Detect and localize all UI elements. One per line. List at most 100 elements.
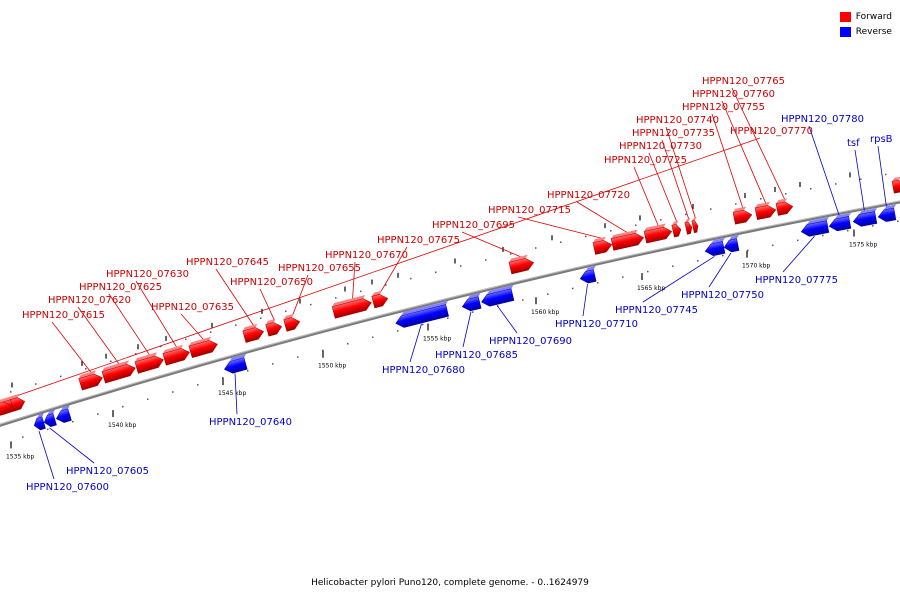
legend-item-forward: Forward xyxy=(839,9,892,24)
track-dot xyxy=(697,260,699,262)
forward-gene-18[interactable] xyxy=(754,201,777,220)
reverse-gene-1[interactable] xyxy=(42,409,60,428)
forward-gene-label: HPPN120_07770 xyxy=(730,126,813,137)
track-dot xyxy=(672,265,674,267)
reverse-gene-1-top xyxy=(47,409,55,416)
forward-gene-2-body xyxy=(134,355,164,374)
scale-label: 1540 kbp xyxy=(108,422,136,429)
forward-gene-11[interactable] xyxy=(592,236,613,255)
forward-gene-0-body xyxy=(78,373,103,391)
forward-gene-6[interactable] xyxy=(265,318,283,337)
reverse-gene-2-body xyxy=(224,357,248,374)
reverse-gene-9-top xyxy=(806,217,829,225)
reverse-gene-11-body xyxy=(852,211,878,227)
forward-gene-label: HPPN120_07755 xyxy=(682,102,765,113)
forward-gene-3[interactable] xyxy=(162,344,191,366)
forward-gene-2[interactable] xyxy=(134,351,165,374)
track-dot xyxy=(547,293,549,295)
track-dot xyxy=(422,323,424,326)
forward-gene-label: HPPN120_07670 xyxy=(325,250,408,261)
forward-gene-unlabeled-2-body xyxy=(891,179,900,194)
legend: Forward Reverse xyxy=(839,9,892,39)
track-dot xyxy=(735,203,737,205)
reverse-gene-11-top xyxy=(858,208,878,215)
reverse-gene-4[interactable] xyxy=(460,293,484,313)
reverse-gene-10[interactable] xyxy=(827,212,853,232)
forward-gene-unlabeled-1[interactable] xyxy=(10,393,27,412)
reverse-gene-9[interactable] xyxy=(800,217,832,237)
track-dot xyxy=(197,384,199,386)
reverse-gene-1-body xyxy=(43,413,57,428)
forward-gene-18-top xyxy=(755,201,771,208)
forward-gene-13-top xyxy=(644,223,666,232)
reverse-gene-label: HPPN120_07640 xyxy=(209,417,292,428)
forward-gene-unlabeled-2[interactable] xyxy=(891,176,900,194)
forward-gene-unlabeled-0[interactable] xyxy=(0,397,13,417)
forward-callout-line xyxy=(721,100,767,204)
forward-gene-5[interactable] xyxy=(242,323,265,343)
scale-label: 1555 kbp xyxy=(423,336,451,343)
reverse-gene-5[interactable] xyxy=(479,285,517,308)
forward-gene-4-top xyxy=(188,336,212,347)
scale-label: 1535 kbp xyxy=(6,453,34,460)
reverse-gene-11[interactable] xyxy=(852,208,880,228)
forward-callout-line xyxy=(648,152,678,223)
forward-callout-line xyxy=(661,139,690,220)
forward-gene-8[interactable] xyxy=(331,294,373,319)
track-dot xyxy=(722,254,724,257)
track-dot xyxy=(885,173,887,176)
forward-gene-19[interactable] xyxy=(775,198,794,216)
forward-gene-9[interactable] xyxy=(371,290,389,309)
track-dot xyxy=(22,436,24,438)
reverse-gene-3[interactable] xyxy=(394,300,452,329)
forward-gene-17-body xyxy=(732,209,753,225)
forward-gene-17-top xyxy=(732,206,747,213)
track-dot xyxy=(785,193,787,195)
reverse-gene-8-body xyxy=(723,238,740,253)
forward-gene-1[interactable] xyxy=(101,359,137,384)
forward-gene-17[interactable] xyxy=(732,206,753,225)
forward-callout-line xyxy=(108,293,151,356)
forward-gene-11-top xyxy=(592,236,606,243)
reverse-gene-8[interactable] xyxy=(722,235,742,253)
reverse-gene-unlabeled-0-top xyxy=(60,405,70,412)
reverse-callout-line xyxy=(462,311,472,348)
track-dot xyxy=(485,259,487,261)
forward-gene-label: HPPN120_07625 xyxy=(79,282,162,293)
reverse-gene-2[interactable] xyxy=(222,353,250,375)
forward-gene-13[interactable] xyxy=(643,223,673,244)
track-dot xyxy=(172,391,174,393)
forward-gene-7-body xyxy=(283,317,301,332)
forward-gene-label: HPPN120_07615 xyxy=(22,310,105,321)
forward-gene-10[interactable] xyxy=(508,254,535,275)
forward-gene-14[interactable] xyxy=(671,220,682,238)
forward-gene-12[interactable] xyxy=(610,229,644,251)
reverse-gene-6[interactable] xyxy=(578,266,599,285)
forward-gene-14-body xyxy=(671,224,682,238)
forward-gene-4-body xyxy=(188,340,218,359)
reverse-gene-unlabeled-0[interactable] xyxy=(54,405,75,424)
forward-gene-15[interactable] xyxy=(684,218,693,235)
forward-gene-4[interactable] xyxy=(188,336,219,359)
track-dot xyxy=(772,244,774,247)
reverse-gene-6-body xyxy=(579,269,597,284)
forward-gene-0-top xyxy=(78,370,97,379)
forward-callout-line xyxy=(517,216,604,240)
forward-gene-16[interactable] xyxy=(691,216,700,234)
track-dot xyxy=(260,317,262,319)
forward-gene-0[interactable] xyxy=(78,369,104,391)
track-dot xyxy=(285,310,287,313)
reverse-gene-7[interactable] xyxy=(703,238,728,257)
forward-gene-7[interactable] xyxy=(283,313,301,332)
reverse-callout-line xyxy=(582,284,588,317)
track-dot xyxy=(610,230,612,232)
reverse-gene-label: HPPN120_07775 xyxy=(755,275,838,286)
track-dot xyxy=(810,188,812,190)
reverse-gene-0[interactable] xyxy=(32,413,49,431)
reverse-callout-line xyxy=(708,252,732,288)
reverse-gene-12[interactable] xyxy=(877,204,899,223)
reverse-gene-5-body xyxy=(481,288,515,307)
forward-gene-label: HPPN120_07645 xyxy=(186,257,269,268)
reverse-gene-unlabeled-0-body xyxy=(55,408,72,423)
forward-gene-label: HPPN120_07735 xyxy=(632,128,715,139)
